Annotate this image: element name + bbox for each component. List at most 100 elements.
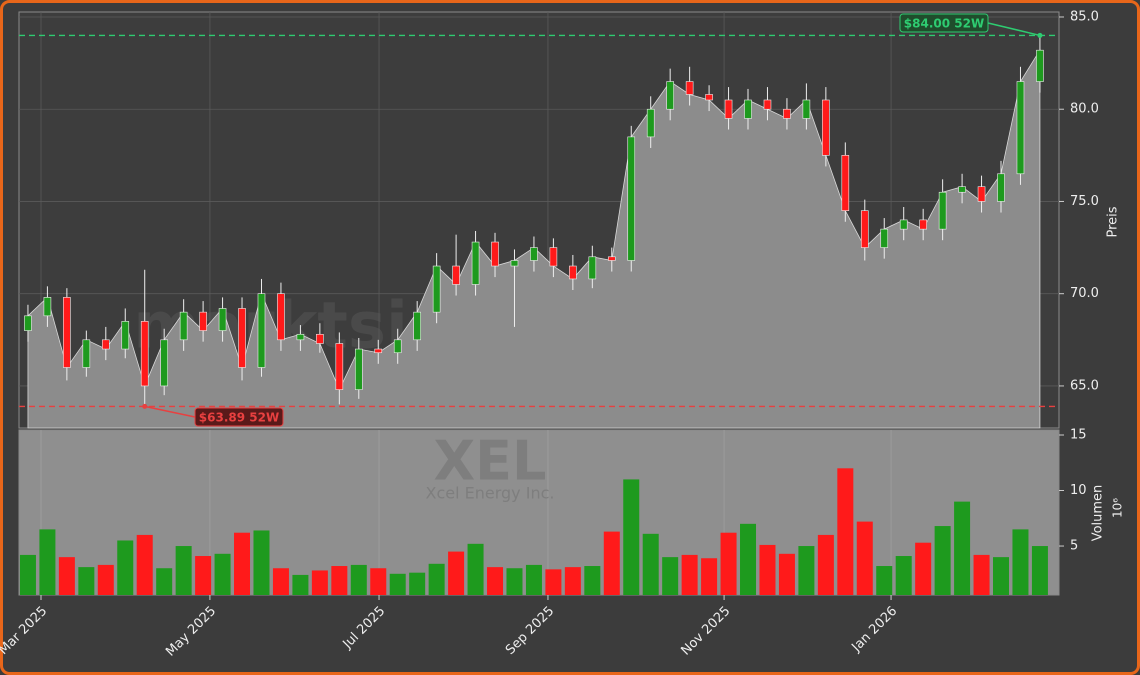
volume-bar xyxy=(389,573,406,595)
volume-bar xyxy=(214,553,231,595)
candle-body xyxy=(432,265,441,313)
y-tick-label: 65.0 xyxy=(1070,378,1099,393)
volume-bar xyxy=(506,568,523,595)
annotation-arrow xyxy=(987,22,1041,37)
candle-body xyxy=(919,219,927,230)
y-tick-label: 15 xyxy=(1070,427,1087,442)
candle-body xyxy=(413,311,421,341)
volume-bar xyxy=(39,529,56,595)
y-tick-label: 5 xyxy=(1070,539,1078,554)
volume-bar xyxy=(701,558,718,595)
volume-bar xyxy=(331,566,348,595)
candle-body xyxy=(588,256,597,280)
candle-body xyxy=(938,191,947,230)
candle-body xyxy=(627,136,636,261)
candle-body xyxy=(666,81,674,110)
candle-body xyxy=(880,228,889,248)
volume-bar xyxy=(19,554,36,595)
candle-body xyxy=(860,210,869,248)
candle-body xyxy=(510,260,519,267)
volume-bar xyxy=(525,564,542,595)
volume-bar xyxy=(58,557,75,595)
candle-body xyxy=(374,348,383,354)
y-axis-label: Volumen xyxy=(1091,485,1106,542)
volume-bar xyxy=(1031,546,1048,595)
volume-bar xyxy=(448,551,465,595)
candle-body xyxy=(1016,81,1025,175)
candle-body xyxy=(218,308,227,331)
ticker-subtitle: Xcel Energy Inc. xyxy=(426,484,555,503)
candle-body xyxy=(354,348,363,390)
volume-bar xyxy=(136,534,153,595)
candle-body xyxy=(491,241,499,267)
candle-body xyxy=(82,339,91,368)
candle-body xyxy=(43,297,52,317)
volume-bar xyxy=(195,556,212,595)
volume-bar xyxy=(837,468,854,595)
volume-bar xyxy=(856,521,873,595)
volume-bar xyxy=(915,542,932,595)
candle-body xyxy=(958,186,966,193)
volume-bar xyxy=(662,557,679,595)
volume-bar xyxy=(156,568,173,595)
volume-bar xyxy=(623,479,640,595)
candle-body xyxy=(452,265,460,285)
candle-body xyxy=(393,339,402,354)
candle-body xyxy=(24,315,32,331)
candle-body xyxy=(140,321,149,387)
candle-body xyxy=(199,311,207,331)
volume-bar xyxy=(817,534,834,595)
y-tick-label: 85.0 xyxy=(1070,9,1099,24)
annotation-arrow-head xyxy=(142,403,148,409)
candle-body xyxy=(1036,49,1044,82)
candle-body xyxy=(316,333,324,344)
candle-body xyxy=(179,311,188,341)
candle-body xyxy=(744,99,752,119)
volume-bar xyxy=(409,572,426,595)
volume-bar xyxy=(720,532,737,595)
volume-bar xyxy=(759,544,776,595)
candle-body xyxy=(121,321,130,350)
y-tick-label: 75.0 xyxy=(1070,194,1099,209)
volume-bar xyxy=(876,566,893,595)
candle-body xyxy=(101,339,110,350)
volume-bar xyxy=(681,554,698,595)
volume-bar xyxy=(467,543,484,595)
candle-body xyxy=(238,308,246,368)
volume-bar xyxy=(934,526,951,595)
volume-bar xyxy=(253,530,270,595)
volume-bar xyxy=(642,533,659,595)
candle-body xyxy=(685,81,694,95)
volume-bar xyxy=(311,570,328,595)
candle-body xyxy=(160,339,168,387)
candle-body xyxy=(841,155,850,211)
candle-body xyxy=(705,94,713,101)
annotation-arrow xyxy=(144,405,196,418)
volume-bar xyxy=(272,568,289,595)
volume-bar xyxy=(1012,529,1029,595)
candle-body xyxy=(977,186,986,202)
annotation-arrow-head xyxy=(1037,32,1043,38)
volume-bar xyxy=(895,556,912,595)
candle-body xyxy=(335,343,344,390)
candle-body xyxy=(646,108,655,138)
y-axis-label: Preis xyxy=(1106,206,1121,237)
volume-bar xyxy=(292,574,309,595)
volume-bar xyxy=(603,531,620,595)
annotation-label: $84.00 52W xyxy=(904,17,984,31)
annotation-box xyxy=(899,13,989,33)
candle-body xyxy=(530,247,538,261)
volume-bar xyxy=(117,540,134,595)
y-tick-label: 70.0 xyxy=(1070,286,1099,301)
volume-bar xyxy=(350,564,367,595)
candle-body xyxy=(569,265,577,280)
y-axis-unit: 10⁶ xyxy=(1111,498,1125,518)
candle-body xyxy=(899,219,908,230)
candle-body xyxy=(277,293,285,341)
volume-bar xyxy=(584,566,601,595)
volume-bar xyxy=(993,557,1010,595)
candle-body xyxy=(296,333,305,341)
